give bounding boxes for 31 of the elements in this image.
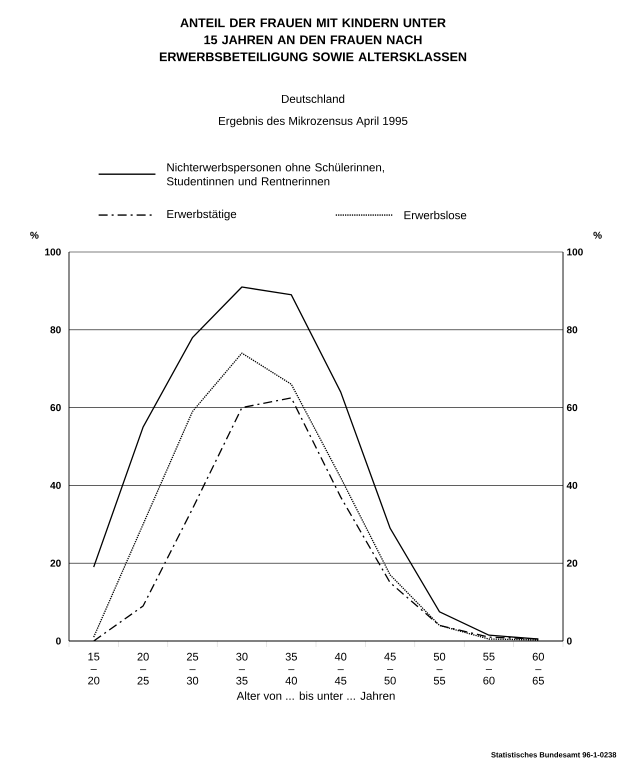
y2-tick-label: 0 xyxy=(566,637,572,645)
y-tick-label: 20 xyxy=(50,560,61,567)
x-tick-label: 40 – 45 xyxy=(334,652,346,685)
y2-axis-title: % xyxy=(593,232,602,239)
x-tick-label: 50 – 55 xyxy=(434,652,446,685)
y-tick-label: 80 xyxy=(50,326,61,334)
x-tick-label: 60 – 65 xyxy=(532,652,544,685)
y-tick-label: 100 xyxy=(45,248,61,256)
x-tick-label: 25 – 30 xyxy=(186,652,198,685)
y2-tick-label: 80 xyxy=(566,326,578,334)
y2-tick-label: 60 xyxy=(566,404,578,412)
x-tick-label: 30 – 35 xyxy=(236,652,248,685)
text: Ergebnis des Mikrozensus April 1995 xyxy=(219,116,408,128)
y-tick-label: 60 xyxy=(50,404,61,412)
x-axis-title: Alter von ... bis unter ... Jahren xyxy=(236,691,395,700)
y2-tick-label: 20 xyxy=(566,560,578,567)
x-tick-label: 35 – 40 xyxy=(285,652,297,685)
x-tick-label: 15 – 20 xyxy=(88,652,100,684)
chart-title: ANTEIL DER FRAUEN MIT KINDERN UNTER 15 JAHREN AN DEN FRAUEN NACH ERWERBSBETEILIGUNG SOWIE ALTERSKLASSEN xyxy=(160,18,466,62)
y2-tick-label: 100 xyxy=(567,248,583,256)
y-tick-label: 40 xyxy=(50,482,61,489)
chart-subtitle: Deutschland xyxy=(282,94,344,103)
legend-label: Erwerbslose xyxy=(404,210,466,220)
x-tick-label: 20 – 25 xyxy=(138,652,149,685)
y2-tick-label: 40 xyxy=(566,482,578,489)
y-tick-label: 0 xyxy=(56,637,61,645)
y-axis-title: % xyxy=(30,232,39,239)
legend-label: Nichterwerbspersonen ohne Schülerinnen, Studentinnen und Rentnerinnen xyxy=(166,162,384,186)
x-tick-label: 45 – 50 xyxy=(384,652,396,684)
legend-label: Erwerbstätige xyxy=(167,210,236,220)
x-tick-label: 55 – 60 xyxy=(483,652,495,684)
